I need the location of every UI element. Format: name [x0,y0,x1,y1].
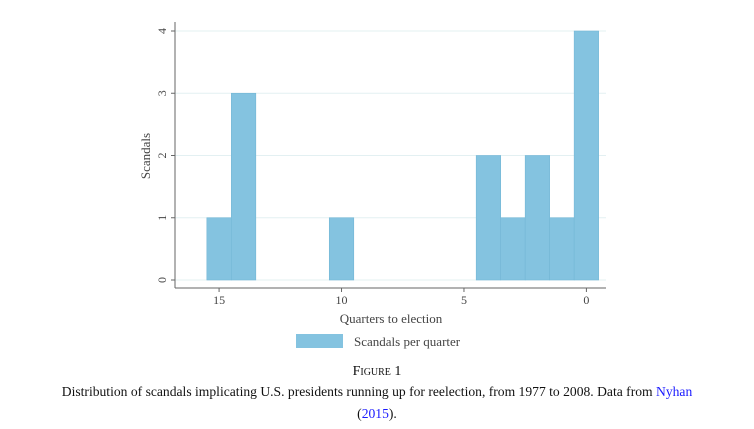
bar [328,217,355,281]
figure-label: Figure 1 [352,364,402,379]
caption-close: ). [388,406,397,421]
x-tick-label: 10 [336,293,348,307]
y-tick-label: 0 [155,277,169,283]
y-tick-label: 2 [155,153,169,159]
bar [524,155,550,281]
x-tick-label: 0 [583,293,589,307]
x-tick-label: 15 [213,293,225,307]
y-tick-label: 3 [155,90,169,96]
bar [231,92,257,281]
citation-year-link[interactable]: 2015 [361,406,389,421]
caption-line-2: (2015). [0,406,754,422]
bar [206,217,232,281]
bar [475,155,501,281]
caption-text: Distribution of scandals implicating U.S… [61,384,656,399]
x-tick-label: 5 [461,293,467,307]
bar [549,217,575,281]
open-paren: ( [357,406,362,421]
axes: 0 1 2 3 4 15 10 5 0 [155,22,606,307]
y-axis-label: Scandals [138,133,153,179]
bar [573,30,599,281]
x-axis-label: Quarters to election [340,311,443,326]
bar [500,217,526,281]
legend-swatch [296,334,343,348]
histogram-chart: 0 1 2 3 4 15 10 5 0 Quarters to election Scandal… [138,22,606,349]
caption-line: Distribution of scandals implicating U.S… [0,384,754,400]
legend-label: Scandals per quarter [354,334,461,349]
citation-author-link[interactable]: Nyhan [656,384,693,399]
bars [206,30,599,281]
y-tick-label: 4 [155,28,169,34]
y-tick-label: 1 [155,215,169,221]
